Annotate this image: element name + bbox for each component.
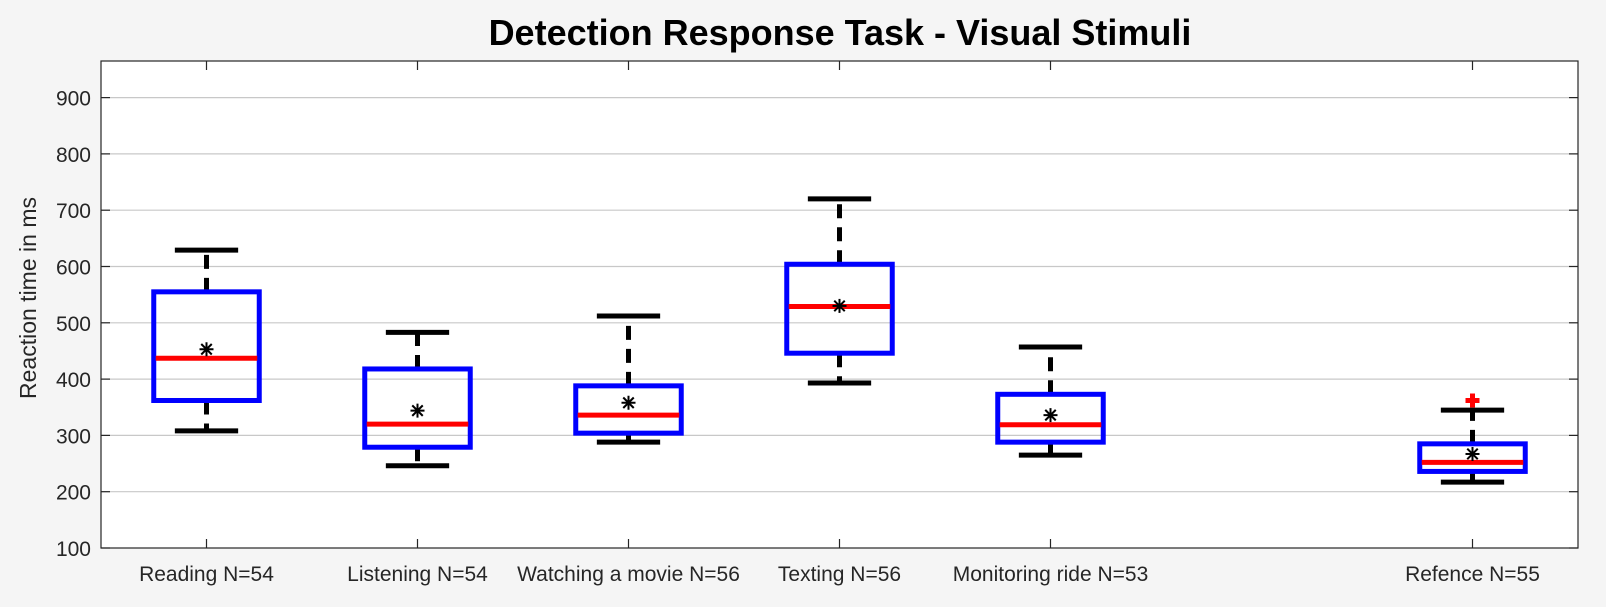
y-axis-label: Reaction time in ms [15, 197, 41, 399]
x-tick-label-1: Reading N=54 [139, 563, 274, 586]
box-6 [1417, 393, 1528, 485]
box-5 [995, 344, 1106, 458]
y-tick-label-700: 700 [56, 200, 91, 223]
y-tick-label-200: 200 [56, 482, 91, 505]
mean-marker [410, 403, 425, 418]
y-tick-label-800: 800 [56, 144, 91, 167]
y-tick-label-600: 600 [56, 256, 91, 279]
iqr-box [362, 366, 473, 450]
box-2 [362, 329, 473, 469]
x-tick-label-6: Refence N=55 [1405, 563, 1540, 586]
mean-marker [1465, 446, 1480, 461]
iqr-box [1417, 441, 1528, 474]
y-tick-label-100: 100 [56, 538, 91, 561]
x-tick-label-2: Listening N=54 [347, 563, 488, 586]
y-tick-label-900: 900 [56, 88, 91, 111]
mean-marker-d2 [200, 343, 213, 356]
tick-marks [101, 61, 1578, 549]
mean-marker-d2 [622, 396, 635, 409]
box-4 [784, 196, 895, 386]
box-3 [573, 313, 684, 445]
y-tick-label-400: 400 [56, 369, 91, 392]
mean-marker-d2 [411, 404, 424, 417]
mean-marker-d2 [833, 299, 846, 312]
iqr-box [573, 383, 684, 436]
x-tick-label-5: Monitoring ride N=53 [953, 563, 1149, 586]
iqr-box [784, 261, 895, 356]
mean-marker-d2 [1044, 409, 1057, 422]
outlier-1 [1465, 393, 1480, 408]
x-tick-labels: Reading N=54 Listening N=54 Watching a mov… [139, 563, 1540, 586]
box-1 [151, 247, 262, 434]
y-tick-label-300: 300 [56, 425, 91, 448]
mean-marker [199, 342, 214, 357]
chart-title: Detection Response Task - Visual Stimuli [489, 12, 1192, 53]
iqr-box [995, 391, 1106, 445]
mean-marker [832, 298, 847, 313]
x-tick-label-3: Watching a movie N=56 [517, 563, 740, 586]
x-tick-label-4: Texting N=56 [778, 563, 901, 586]
mean-marker [621, 395, 636, 410]
y-tick-label-500: 500 [56, 313, 91, 336]
mean-marker-d2 [1466, 448, 1479, 460]
iqr-box [151, 289, 262, 403]
mean-marker [1043, 408, 1058, 423]
box-series [151, 196, 1528, 485]
y-tick-labels: 100 200 300 400 500 600 700 800 900 [56, 88, 91, 561]
